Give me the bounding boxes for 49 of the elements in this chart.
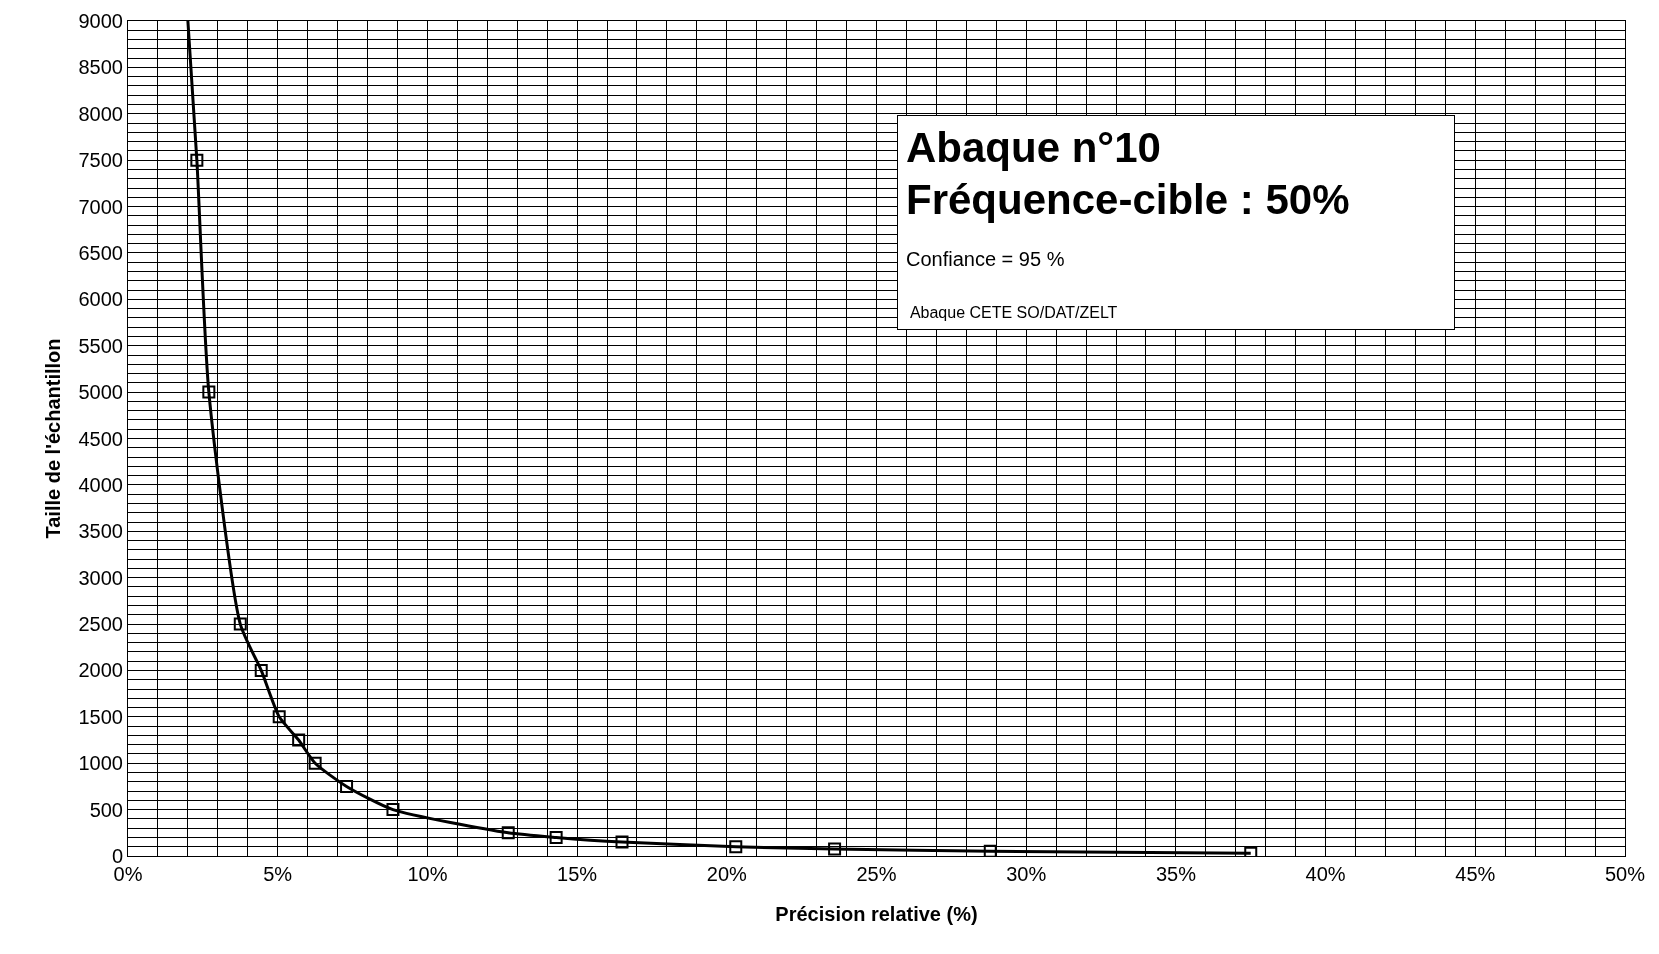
x-tick-label: 45% xyxy=(1455,863,1496,885)
x-tick-label: 30% xyxy=(1006,863,1047,885)
annotation: Abaque CETE SO/DAT/ZELT xyxy=(909,304,1118,321)
point xyxy=(501,826,515,840)
y-tick-label: 8000 xyxy=(78,102,123,125)
x-tick-label: 35% xyxy=(1155,863,1197,885)
x-tick-label: 15% xyxy=(557,863,598,885)
point xyxy=(828,842,842,856)
x-tick-label: 10% xyxy=(407,863,448,885)
y-tick-label: 1000 xyxy=(78,752,123,775)
x-tick-label: 25% xyxy=(856,863,897,885)
annotation: Fréquence-cible : 50% xyxy=(906,176,1350,223)
y-tick-label: 6000 xyxy=(78,288,123,311)
y-tick-label: 4500 xyxy=(78,427,123,450)
y-tick-label: 6500 xyxy=(78,241,123,264)
point xyxy=(254,663,268,677)
y-tick-label: 3000 xyxy=(78,566,123,589)
point xyxy=(549,830,563,844)
point xyxy=(190,153,204,167)
y-tick-label: 1500 xyxy=(78,705,123,728)
point xyxy=(202,385,216,399)
point xyxy=(272,710,286,724)
y-tick-label: 2500 xyxy=(78,613,123,636)
point xyxy=(292,733,306,747)
y-tick-label: 5500 xyxy=(78,334,123,357)
y-tick-label: 2000 xyxy=(78,659,123,682)
y-tick-label: 7000 xyxy=(78,195,123,218)
y-tick-label: 3500 xyxy=(78,520,123,543)
annotation: Confiance = 95 % xyxy=(906,248,1065,270)
point xyxy=(729,840,743,854)
point xyxy=(983,844,997,856)
y-tick-label: 9000 xyxy=(78,10,123,32)
x-tick-label: 5% xyxy=(263,863,293,885)
annotation: Abaque n°10 xyxy=(906,124,1161,171)
y-tick-label: 8500 xyxy=(78,56,123,79)
point xyxy=(340,779,354,793)
y-axis-title: Taille de l'échantillon xyxy=(42,338,64,539)
y-tick-label: 500 xyxy=(89,798,123,821)
y-tick-label: 7500 xyxy=(78,149,123,172)
x-tick-label: 50% xyxy=(1604,863,1646,885)
point xyxy=(308,756,322,770)
x-axis-title: Précision relative (%) xyxy=(775,902,978,925)
point xyxy=(615,835,629,849)
x-tick-label: 40% xyxy=(1305,863,1346,885)
x-tick-label: 20% xyxy=(706,863,748,885)
y-tick-label: 4000 xyxy=(78,473,123,496)
y-tick-label: 5000 xyxy=(78,381,123,404)
point xyxy=(233,617,247,631)
point xyxy=(386,803,400,817)
